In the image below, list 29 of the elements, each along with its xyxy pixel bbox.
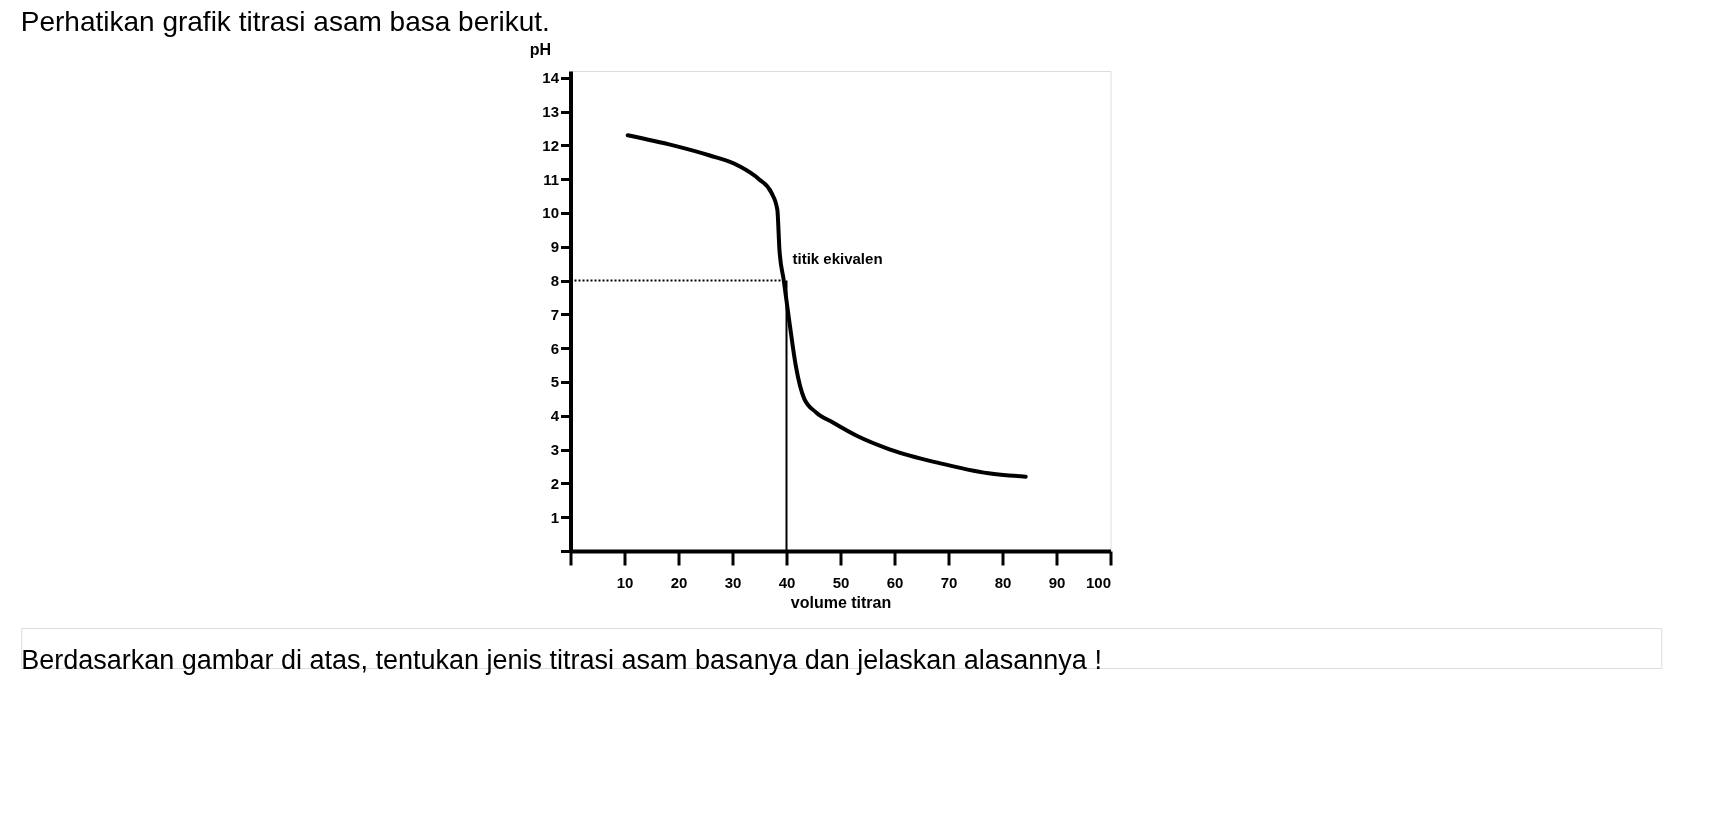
x-tick-label: 100	[1085, 573, 1111, 591]
text: Perhatikan grafik titrasi asam basa berikut.	[20, 5, 550, 37]
y-tick-label: 2	[550, 474, 559, 492]
annotation: titik ekivalen	[792, 249, 883, 267]
y-tick-label: 3	[550, 441, 559, 459]
y-tick-label: 5	[550, 373, 559, 391]
y-tick-label: 8	[550, 272, 559, 290]
x-tick-label: 30	[724, 573, 742, 591]
x-tick-label: 50	[832, 573, 850, 591]
y-tick-label: 11	[543, 170, 559, 188]
y-tick-label: 1	[550, 508, 559, 526]
text: Berdasarkan gambar di atas, tentukan jenis titrasi asam basanya dan jelaskan alasannya !	[21, 645, 1102, 675]
y-tick-label: 7	[550, 305, 559, 323]
x-tick-label: 70	[940, 573, 958, 591]
y-tick-label: 6	[550, 339, 559, 357]
x-tick-label: 20	[670, 573, 688, 591]
y-tick-label: 12	[542, 136, 559, 154]
x-tick-label: 60	[886, 573, 904, 591]
x-tick-label: 10	[616, 573, 634, 591]
y-tick-label: 9	[550, 238, 559, 256]
y-tick-label: 10	[542, 204, 559, 222]
y-tick-label: 14	[542, 69, 560, 87]
x-tick-label: 80	[994, 573, 1012, 591]
y-tick-label: 4	[550, 407, 560, 425]
x-tick-label: 90	[1048, 573, 1066, 591]
x-axis-title: volume titran	[790, 593, 892, 611]
x-tick-label: 40	[778, 573, 796, 591]
y-tick-label: 13	[542, 103, 559, 121]
y-axis-title: pH	[529, 40, 551, 58]
